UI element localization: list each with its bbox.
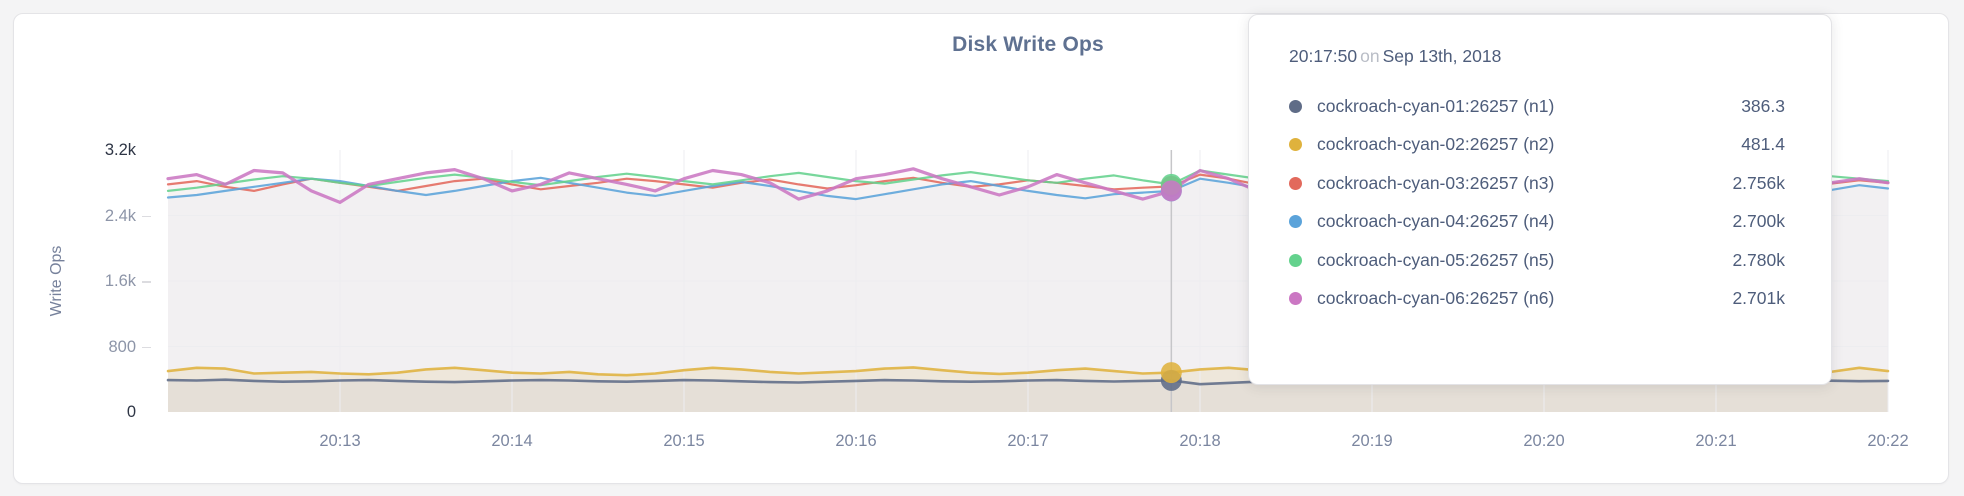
series-name: cockroach-cyan-05:26257 (n5)	[1317, 249, 1555, 270]
series-name: cockroach-cyan-04:26257 (n4)	[1317, 211, 1555, 232]
hover-tooltip: 20:17:50 on Sep 13th, 2018 cockroach-cyan-…	[1248, 14, 1832, 385]
y-tick-label: 1.6k	[104, 272, 136, 290]
x-tick-label: 20:20	[1523, 432, 1565, 450]
series-name: cockroach-cyan-03:26257 (n3)	[1317, 172, 1555, 193]
tooltip-series-row: cockroach-cyan-03:26257 (n3) 2.756k	[1289, 164, 1785, 203]
x-tick-label: 20:22	[1867, 432, 1909, 450]
x-tick-label: 20:13	[319, 432, 361, 450]
series-color-dot-icon	[1289, 138, 1302, 152]
tooltip-series-row: cockroach-cyan-05:26257 (n5) 2.780k	[1289, 241, 1785, 280]
y-tick-label: 800	[108, 337, 136, 356]
x-tick-label: 20:18	[1179, 432, 1221, 450]
tooltip-series-row: cockroach-cyan-04:26257 (n4) 2.700k	[1289, 203, 1785, 242]
x-tick-label: 20:14	[491, 432, 533, 450]
y-tick-mark	[142, 346, 151, 348]
x-tick-label: 20:17	[1007, 432, 1049, 450]
series-color-dot-icon	[1289, 292, 1302, 306]
series-value: 386.3	[1741, 95, 1785, 116]
tooltip-rows: cockroach-cyan-01:26257 (n1) 386.3 cockroa…	[1289, 87, 1785, 318]
tooltip-series-row: cockroach-cyan-02:26257 (n2) 481.4	[1289, 126, 1785, 165]
series-color-dot-icon	[1289, 176, 1302, 190]
y-tick-mark	[142, 281, 151, 283]
x-tick-label: 20:16	[835, 432, 877, 450]
y-tick-label: 2.4k	[104, 206, 136, 225]
tooltip-header: 20:17:50 on Sep 13th, 2018	[1289, 41, 1785, 71]
tooltip-time: 20:17:50	[1289, 46, 1358, 66]
series-value: 2.700k	[1732, 211, 1785, 232]
series-value: 481.4	[1741, 134, 1785, 155]
tooltip-on-word: on	[1360, 46, 1380, 66]
hover-point-2	[1160, 362, 1182, 384]
y-tick-mark	[142, 215, 151, 217]
tooltip-series-row: cockroach-cyan-01:26257 (n1) 386.3	[1289, 87, 1785, 126]
tooltip-date: Sep 13th, 2018	[1382, 46, 1502, 66]
x-tick-label: 20:21	[1695, 432, 1737, 450]
series-value: 2.780k	[1732, 249, 1785, 270]
chart-title: Disk Write Ops	[952, 33, 1104, 56]
series-name: cockroach-cyan-02:26257 (n2)	[1317, 134, 1555, 155]
x-tick-label: 20:19	[1351, 432, 1393, 450]
series-color-dot-icon	[1289, 99, 1302, 113]
series-color-dot-icon	[1289, 215, 1302, 229]
series-value: 2.701k	[1732, 288, 1785, 309]
y-tick-label: 3.2k	[104, 141, 136, 159]
series-color-dot-icon	[1289, 253, 1302, 267]
hover-point-6	[1160, 180, 1182, 202]
series-name: cockroach-cyan-01:26257 (n1)	[1317, 95, 1555, 116]
series-value: 2.756k	[1732, 172, 1785, 193]
x-tick-label: 20:15	[663, 432, 705, 450]
tooltip-series-row: cockroach-cyan-06:26257 (n6) 2.701k	[1289, 280, 1785, 319]
series-name: cockroach-cyan-06:26257 (n6)	[1317, 288, 1555, 309]
y-tick-label: 0	[126, 403, 136, 421]
